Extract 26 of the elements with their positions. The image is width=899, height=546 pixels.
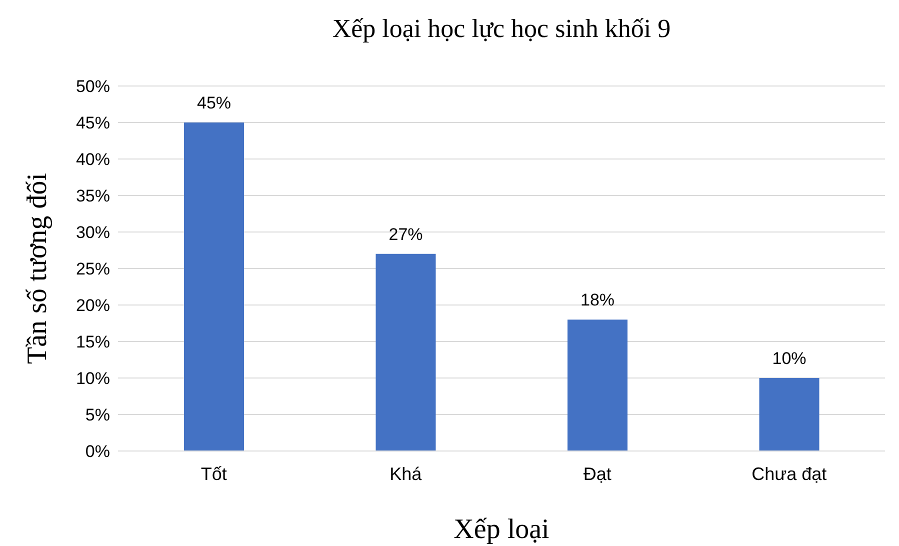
y-tick-label: 25% (76, 260, 110, 279)
y-tick-label: 0% (85, 442, 110, 462)
x-axis-title: Xếp loại (454, 514, 550, 545)
bar (376, 254, 436, 451)
y-tick-label: 20% (76, 296, 110, 316)
y-tick-label: 45% (76, 114, 110, 133)
y-tick-label: 15% (76, 332, 110, 352)
data-label: 45% (196, 94, 232, 112)
x-tick-label: Đạt (583, 464, 612, 484)
y-tick-label: 10% (76, 369, 110, 388)
data-label: 27% (388, 224, 423, 244)
x-tick-label: Khá (390, 464, 423, 484)
y-axis-title: Tần số tương đối (22, 172, 53, 364)
y-tick-label: 40% (76, 150, 110, 170)
x-tick-label: Chưa đạt (752, 464, 827, 484)
y-tick-label: 50% (76, 77, 110, 96)
bar (759, 378, 820, 451)
data-label: 18% (580, 290, 615, 310)
x-tick-label: Tốt (200, 464, 227, 484)
y-tick-label: 5% (85, 406, 110, 425)
data-label: 10% (772, 349, 806, 368)
y-tick-label: 35% (76, 186, 110, 206)
bar (568, 320, 628, 451)
chart-title: Xếp loại học lực học sinh khối 9 (331, 14, 672, 44)
bar (184, 122, 244, 451)
y-tick-label: 30% (76, 223, 110, 242)
